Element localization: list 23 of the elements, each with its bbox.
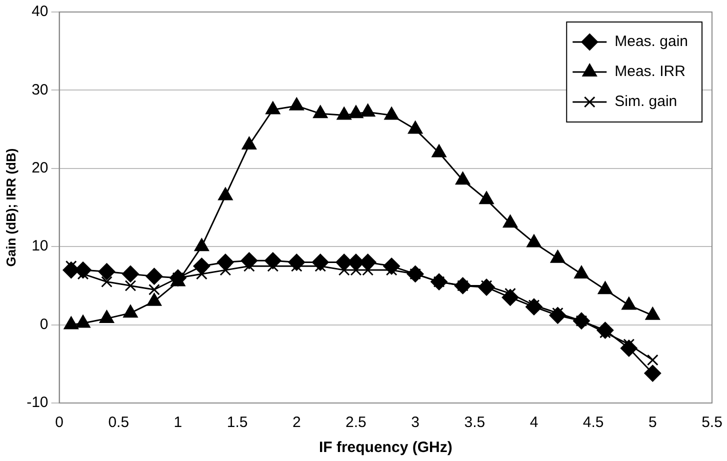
y-tick-label: 0 (40, 316, 48, 333)
legend-label: Meas. IRR (614, 63, 686, 80)
y-tick-label: -10 (26, 394, 48, 412)
x-tick-label: 4.5 (582, 414, 604, 432)
legend-label: Sim. gain (614, 93, 678, 110)
x-tick-label: 2 (292, 414, 301, 432)
x-tick-label: 1.5 (226, 414, 248, 432)
y-tick-label: 30 (32, 81, 48, 98)
y-tick-label: 10 (32, 238, 48, 255)
legend-label: Meas. gain (614, 33, 688, 50)
x-axis-title: IF frequency (GHz) (318, 439, 452, 456)
y-tick-label: 40 (32, 3, 48, 20)
x-tick-label: 2.5 (346, 414, 366, 432)
x-tick-label: 3 (411, 414, 420, 432)
y-axis-title: Gain (dB); IRR (dB) (3, 148, 18, 267)
x-tick-label: 4 (530, 414, 538, 432)
x-tick-label: 5 (648, 414, 657, 432)
x-tick-label: 0 (55, 414, 64, 432)
x-tick-label: 1 (174, 414, 182, 432)
x-tick-label: 5.5 (702, 414, 722, 432)
y-tick-label: 20 (32, 160, 48, 177)
x-tick-label: 0.5 (108, 414, 130, 432)
x-tick-label: 3.5 (464, 414, 486, 432)
